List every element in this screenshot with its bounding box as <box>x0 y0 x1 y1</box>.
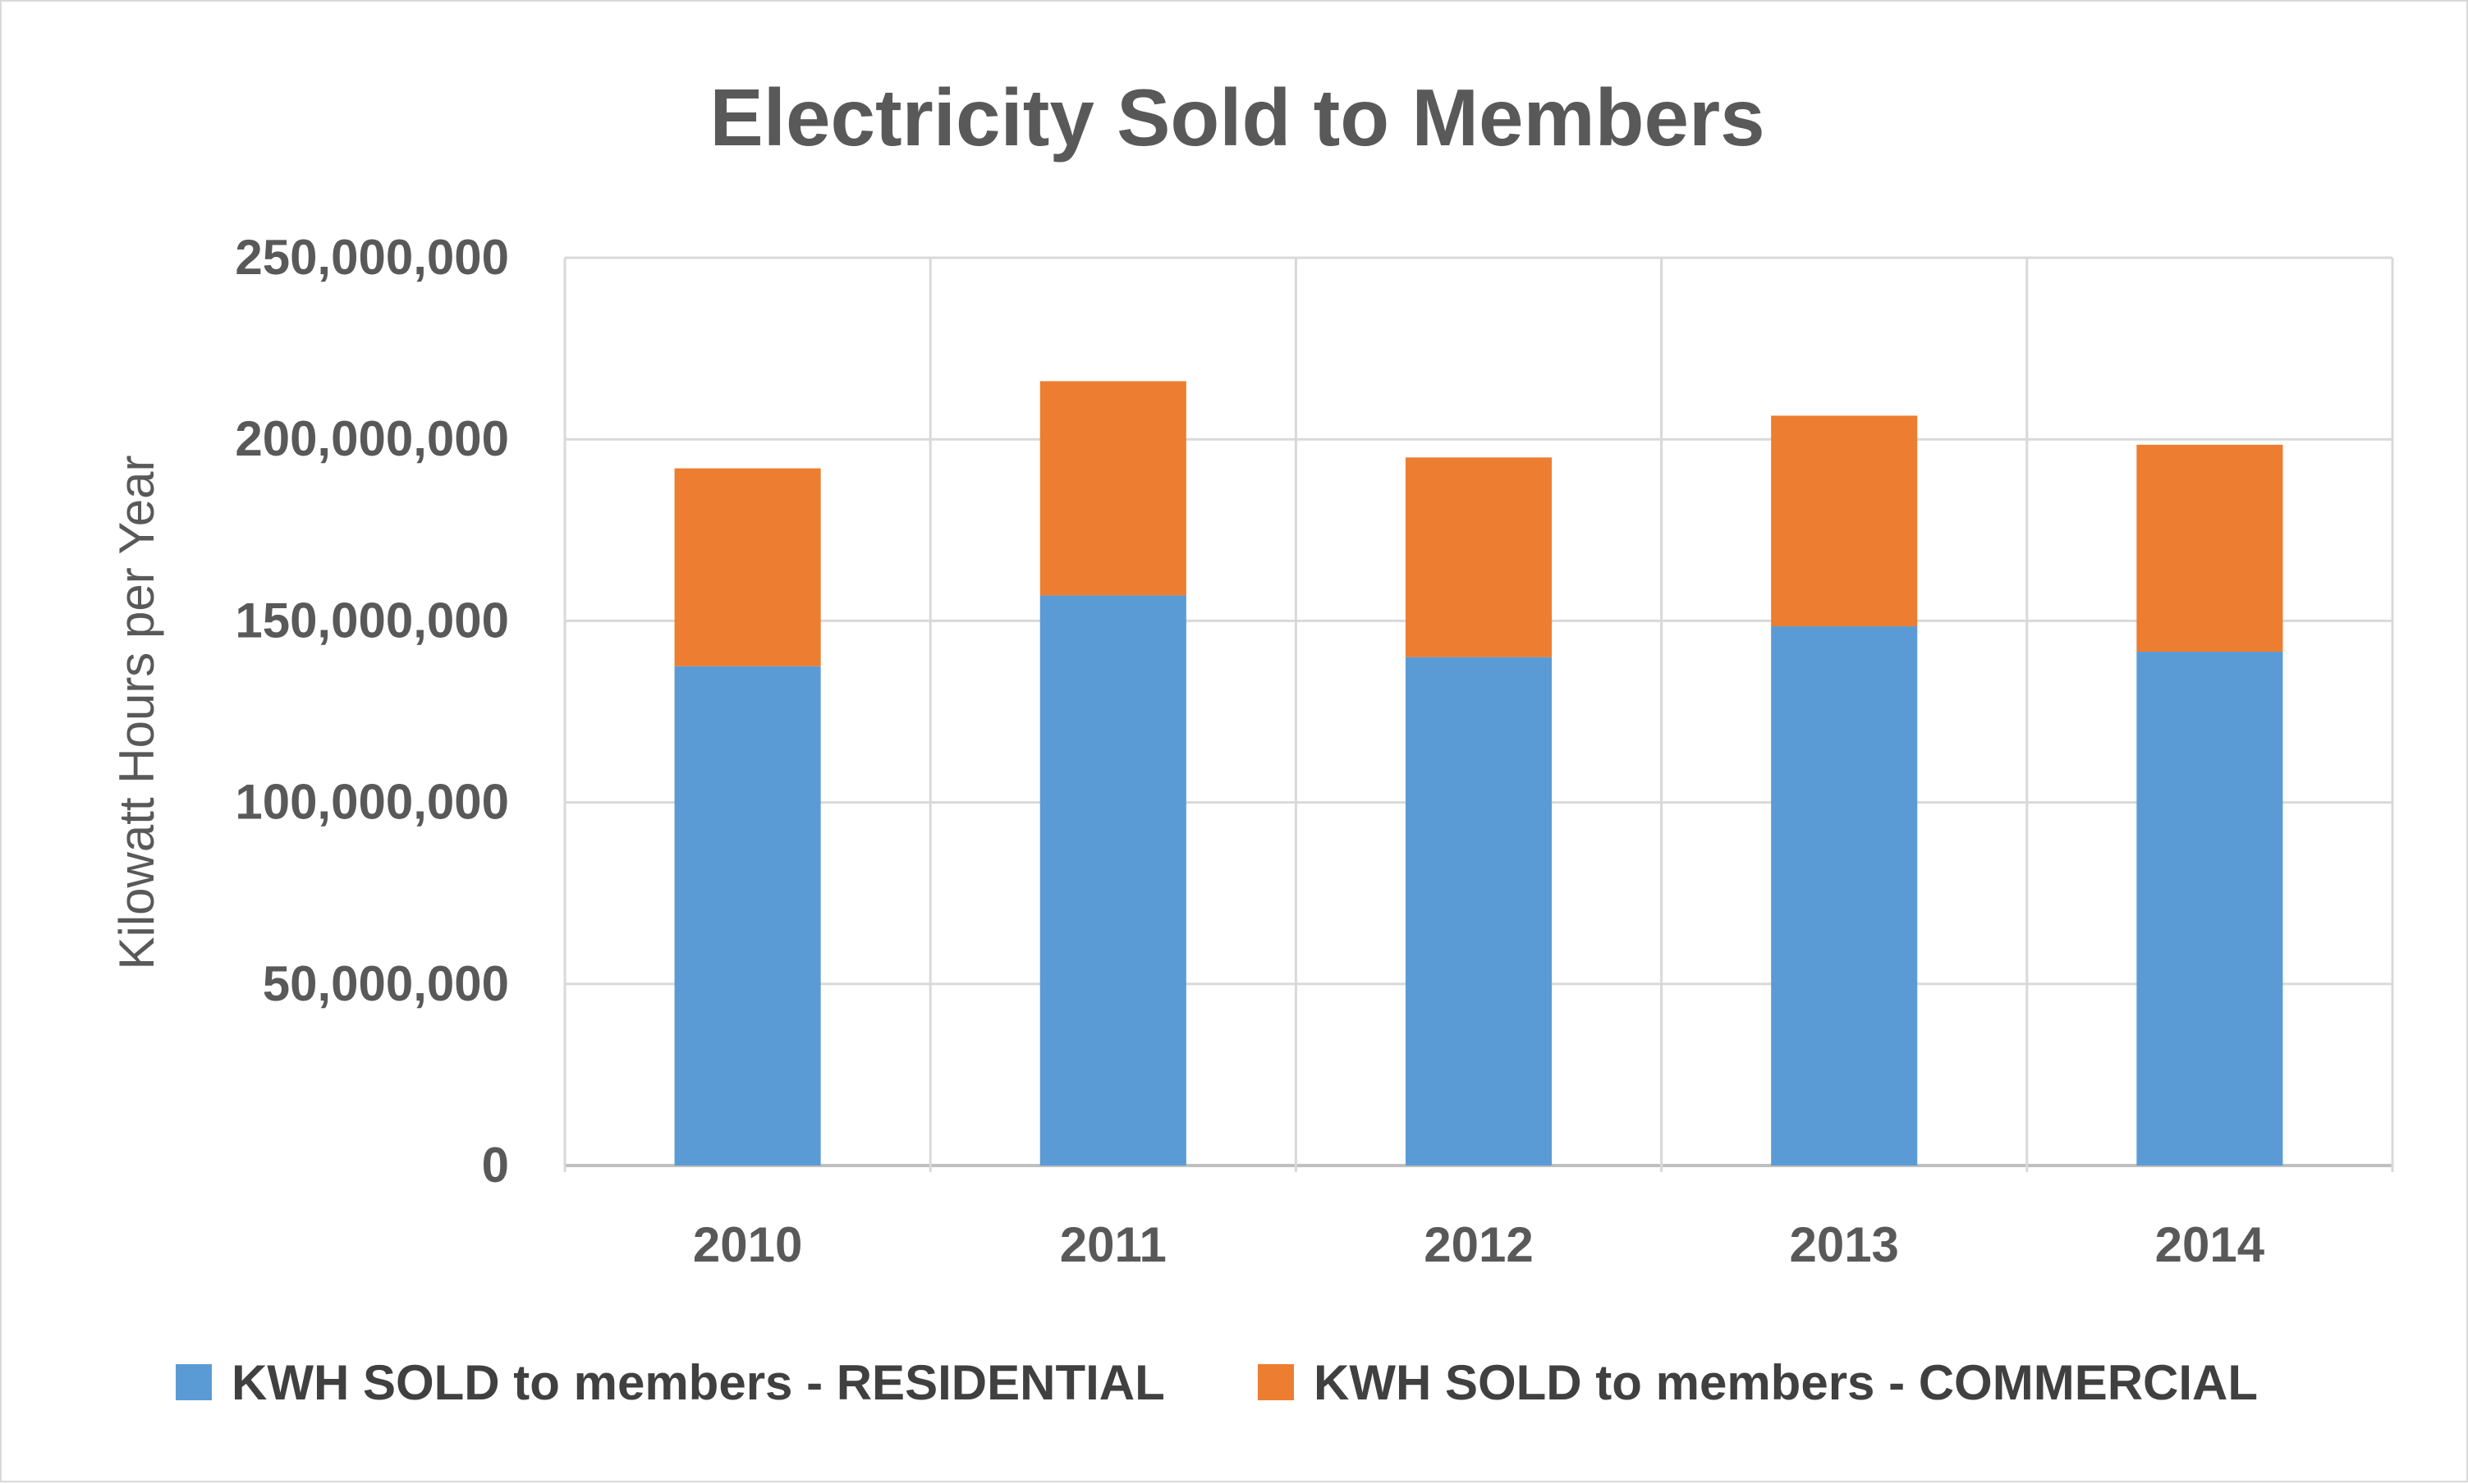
y-tick-labels: 0 50,000,000 100,000,000 150,000,000 200,000… <box>235 230 509 1193</box>
legend: KWH SOLD to members - RESIDENTIAL KWH SOL… <box>176 1355 2258 1410</box>
legend-label-residential: KWH SOLD to members - RESIDENTIAL <box>232 1355 1165 1410</box>
legend-swatch-residential <box>176 1364 212 1400</box>
y-tick-label: 250,000,000 <box>235 230 509 285</box>
bar-commercial-2013 <box>1771 415 1918 627</box>
bar-commercial-2011 <box>1039 381 1186 596</box>
bar-residential-2012 <box>1405 657 1553 1166</box>
y-tick-label: 0 <box>482 1138 509 1193</box>
x-tick-label: 2011 <box>1060 1217 1167 1272</box>
y-tick-label: 150,000,000 <box>235 593 509 648</box>
x-tick-labels: 2010 2011 2012 2013 2014 <box>693 1217 2265 1272</box>
bar-commercial-2010 <box>674 468 821 666</box>
x-tick-label: 2012 <box>1424 1217 1533 1272</box>
bar-residential-2014 <box>2136 652 2283 1166</box>
legend-swatch-commercial <box>1258 1364 1294 1400</box>
x-tick-label: 2010 <box>693 1217 802 1272</box>
bar-residential-2013 <box>1771 626 1918 1166</box>
y-tick-label: 100,000,000 <box>235 775 509 830</box>
gridlines <box>563 256 2394 1172</box>
bar-commercial-2012 <box>1405 457 1553 657</box>
y-tick-label: 50,000,000 <box>263 956 509 1011</box>
bars <box>674 381 2283 1166</box>
y-axis-label: Kilowatt Hours per Year <box>109 455 164 969</box>
bar-residential-2011 <box>1039 595 1186 1166</box>
x-tick-label: 2013 <box>1789 1217 1898 1272</box>
x-tick-label: 2014 <box>2155 1217 2265 1272</box>
legend-label-commercial: KWH SOLD to members - COMMERCIAL <box>1314 1355 2258 1410</box>
bar-commercial-2014 <box>2136 444 2283 653</box>
y-tick-label: 200,000,000 <box>235 411 509 466</box>
bar-residential-2010 <box>674 666 821 1166</box>
chart-title: Electricity Sold to Members <box>709 72 1764 163</box>
